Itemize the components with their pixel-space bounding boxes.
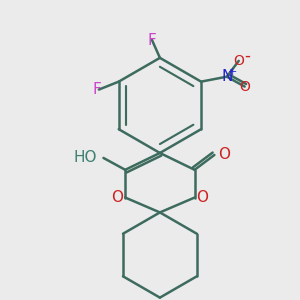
Text: O: O	[233, 54, 244, 68]
Text: O: O	[196, 190, 208, 205]
Text: O: O	[239, 80, 250, 94]
Text: O: O	[111, 190, 123, 205]
Text: F: F	[93, 82, 101, 97]
Text: O: O	[218, 148, 230, 163]
Text: -: -	[245, 47, 250, 65]
Text: +: +	[228, 67, 238, 77]
Text: HO: HO	[74, 150, 98, 165]
Text: F: F	[148, 32, 156, 47]
Text: N: N	[221, 69, 232, 84]
